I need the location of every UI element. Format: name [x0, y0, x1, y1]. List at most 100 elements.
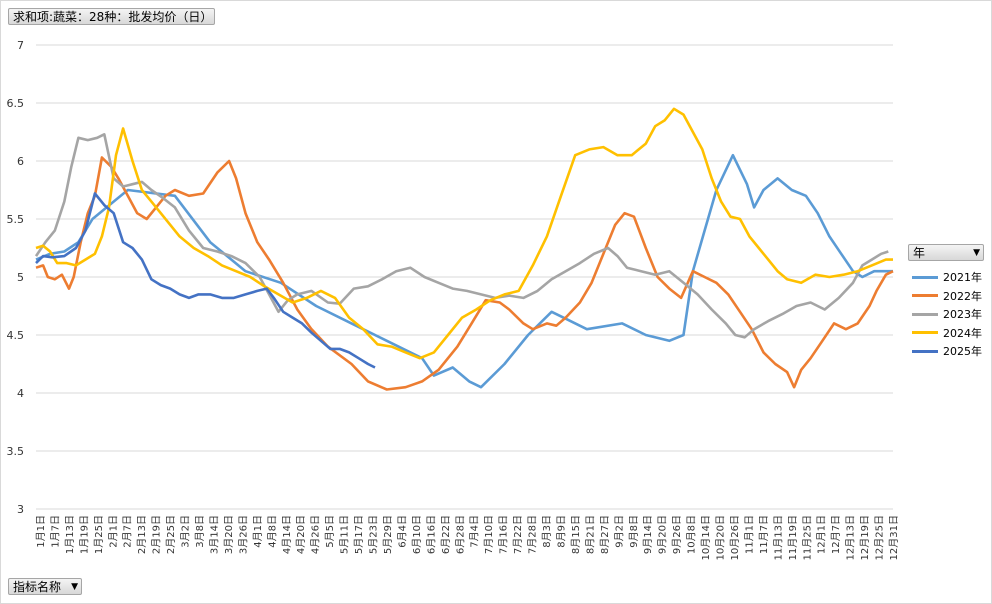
- series-line-0: [35, 153, 893, 389]
- x-tick-label: 12月25日: [874, 515, 886, 560]
- y-tick-label: 7: [17, 39, 24, 52]
- x-tick-label: 8月9日: [555, 515, 567, 548]
- legend-item: 2025年: [912, 342, 982, 361]
- x-tick-label: 10月14日: [700, 515, 712, 560]
- x-tick-label: 9月8日: [628, 515, 640, 548]
- x-tick-label: 10月8日: [686, 515, 698, 554]
- x-tick-label: 4月26日: [310, 515, 322, 554]
- x-tick-label: 3月20日: [223, 515, 235, 554]
- x-tick-label: 6月22日: [440, 515, 452, 554]
- x-tick-label: 11月1日: [743, 515, 755, 554]
- x-tick-label: 11月19日: [787, 515, 799, 560]
- y-axis-ticks: 3 3.5 4 4.5 5 5.5 6 6.5 7: [7, 39, 25, 516]
- x-tick-label: 9月20日: [657, 515, 669, 554]
- x-tick-label: 12月19日: [859, 515, 871, 560]
- value-field-button[interactable]: 求和项:蔬菜：28种：批发均价（日）: [8, 8, 215, 25]
- x-tick-label: 5月23日: [368, 515, 380, 554]
- x-tick-label: 7月22日: [512, 515, 524, 554]
- x-tick-label: 9月14日: [642, 515, 654, 554]
- x-tick-label: 5月5日: [324, 515, 336, 548]
- x-tick-label: 10月20日: [715, 515, 727, 560]
- legend-item: 2024年: [912, 324, 982, 343]
- dropdown-arrow-icon: ▼: [71, 582, 78, 592]
- x-tick-label: 1月25日: [93, 515, 105, 554]
- series-line-1: [35, 156, 894, 391]
- legend-label: 2024年: [943, 326, 982, 340]
- legend-item: 2023年: [912, 305, 982, 324]
- legend-item: 2022年: [912, 287, 982, 306]
- x-tick-label: 2月25日: [165, 515, 177, 554]
- x-tick-label: 2月1日: [107, 515, 119, 548]
- axis-field-label: 指标名称: [13, 580, 62, 594]
- legend-swatch: [912, 349, 938, 353]
- legend: 2021年 2022年 2023年 2024年 2025年: [912, 268, 982, 361]
- x-tick-label: 8月3日: [541, 515, 553, 548]
- dropdown-arrow-icon: ▼: [973, 248, 980, 258]
- y-tick-label: 6.5: [7, 97, 25, 110]
- y-tick-label: 6: [17, 155, 24, 168]
- series-line-4: [35, 192, 376, 369]
- x-tick-label: 6月10日: [411, 515, 423, 554]
- x-tick-label: 1月19日: [78, 515, 90, 554]
- x-tick-label: 5月17日: [353, 515, 365, 554]
- year-filter-button[interactable]: 年 ▼: [908, 244, 984, 261]
- x-tick-label: 9月26日: [671, 515, 683, 554]
- series-line-2: [34, 133, 889, 339]
- y-tick-label: 3.5: [7, 445, 25, 458]
- x-tick-label: 7月28日: [527, 515, 539, 554]
- x-tick-label: 4月1日: [252, 515, 264, 548]
- x-tick-label: 1月7日: [49, 515, 61, 548]
- x-tick-label: 12月31日: [888, 515, 900, 560]
- x-tick-label: 4月20日: [295, 515, 307, 554]
- y-tick-label: 4.5: [7, 329, 25, 342]
- legend-swatch: [912, 312, 938, 316]
- x-tick-label: 10月26日: [729, 515, 741, 560]
- y-tick-label: 4: [17, 387, 24, 400]
- x-tick-label: 2月19日: [151, 515, 163, 554]
- y-tick-label: 5: [17, 271, 24, 284]
- x-tick-label: 4月8日: [266, 515, 278, 548]
- value-field-label: 求和项:蔬菜：28种：批发均价（日）: [13, 10, 213, 24]
- x-tick-label: 2月7日: [122, 515, 134, 548]
- x-tick-label: 7月10日: [483, 515, 495, 554]
- x-tick-label: 6月4日: [396, 515, 408, 548]
- x-tick-label: 3月14日: [208, 515, 220, 554]
- x-tick-label: 7月4日: [469, 515, 481, 548]
- x-tick-label: 8月21日: [584, 515, 596, 554]
- series-line-3: [35, 107, 893, 360]
- x-tick-label: 1月1日: [35, 515, 47, 548]
- legend-swatch: [912, 275, 938, 279]
- x-tick-label: 8月15日: [570, 515, 582, 554]
- x-axis-ticks: 1月1日 1月7日 1月13日 1月19日 1月25日 2月1日 2月7日 2月13日 2月19…: [35, 515, 900, 560]
- x-tick-label: 11月13日: [772, 515, 784, 560]
- x-tick-label: 6月16日: [425, 515, 437, 554]
- legend-swatch: [912, 294, 938, 298]
- y-tick-label: 5.5: [7, 213, 25, 226]
- legend-item: 2021年: [912, 268, 982, 287]
- axis-field-button[interactable]: 指标名称 ▼: [8, 578, 82, 595]
- x-tick-label: 8月27日: [599, 515, 611, 554]
- year-filter-label: 年: [913, 246, 926, 260]
- x-tick-label: 4月14日: [281, 515, 293, 554]
- x-tick-label: 6月28日: [454, 515, 466, 554]
- x-tick-label: 12月1日: [816, 515, 828, 554]
- legend-label: 2022年: [943, 289, 982, 303]
- x-tick-label: 5月11日: [339, 515, 351, 554]
- x-tick-label: 3月8日: [194, 515, 206, 548]
- x-tick-label: 3月2日: [180, 515, 192, 548]
- legend-label: 2023年: [943, 308, 982, 322]
- x-tick-label: 5月29日: [382, 515, 394, 554]
- x-tick-label: 1月13日: [64, 515, 76, 554]
- x-tick-label: 12月7日: [830, 515, 842, 554]
- x-tick-label: 2月13日: [136, 515, 148, 554]
- series-lines: [34, 107, 894, 391]
- legend-swatch: [912, 331, 938, 335]
- legend-label: 2021年: [943, 271, 982, 285]
- x-tick-label: 7月16日: [498, 515, 510, 554]
- x-tick-label: 9月2日: [613, 515, 625, 548]
- legend-label: 2025年: [943, 345, 982, 359]
- gridlines: [36, 44, 893, 510]
- x-tick-label: 11月7日: [758, 515, 770, 554]
- x-tick-label: 12月13日: [845, 515, 857, 560]
